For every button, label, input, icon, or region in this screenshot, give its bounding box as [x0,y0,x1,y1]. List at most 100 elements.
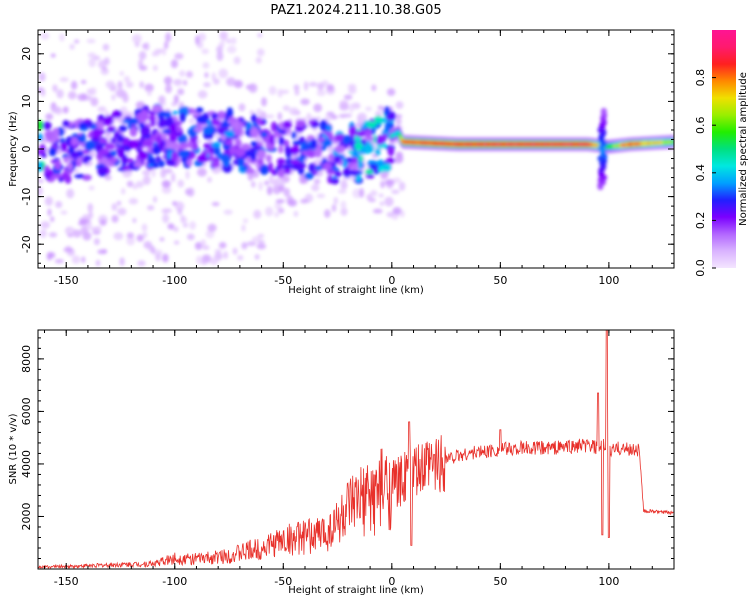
y-tick-label: -10 [20,188,33,206]
heat-cell [300,198,309,204]
heat-cell [69,43,75,50]
heat-cell [104,115,114,126]
heat-cell [376,159,385,167]
heat-cell [363,143,375,154]
heat-cell [266,185,273,196]
heat-cell [196,114,207,124]
heat-cell [256,108,263,117]
heat-cell [339,103,350,111]
colorbar-tick-label: 0.2 [694,212,707,230]
heat-cell [377,105,384,110]
heat-cell [170,172,176,183]
y-tick-label: -20 [20,235,33,253]
heat-cell [600,107,607,114]
x-tick-label: -100 [162,274,187,287]
heat-cell [383,106,391,116]
heat-cell [282,105,290,112]
heat-cell [226,45,237,54]
heat-cell [142,231,148,239]
heat-cell [331,204,337,212]
spectrogram-heat-layer [38,30,674,267]
heat-cell [278,145,284,154]
heat-cell [351,102,361,110]
heat-cell [96,143,104,151]
heat-cell [295,120,307,128]
heat-cell [102,43,110,51]
heat-cell [79,218,89,225]
heat-cell [59,33,65,42]
heat-cell [226,38,232,44]
colorbar-tick-label: 0.4 [694,164,707,182]
heat-cell [281,164,292,170]
heat-cell [274,211,280,218]
heat-cell [392,207,402,215]
heat-cell [74,173,85,179]
spectrogram-x-label: Height of straight line (km) [288,285,424,296]
heat-cell [277,168,285,178]
heat-cell [197,32,207,42]
heat-cell [45,113,54,121]
heat-cell [78,122,88,129]
heat-cell [186,70,193,78]
heat-cell [126,180,134,188]
heat-cell [165,32,172,43]
heat-cell [188,118,196,124]
heat-cell [161,186,172,194]
heat-cell [113,232,124,241]
heat-cell [51,106,62,113]
heat-cell [277,207,285,214]
heat-cell [210,142,221,148]
heat-cell [391,189,400,195]
heat-cell [88,57,97,68]
heat-cell [161,129,173,134]
heat-cell [185,170,190,180]
heat-cell [183,216,188,224]
heat-cell [121,154,129,165]
y-tick-label: 10 [20,94,33,108]
heat-cell [116,134,125,143]
heat-cell [374,148,381,156]
heat-cell [370,190,378,197]
heat-cell [256,243,267,250]
heat-cell [387,146,395,157]
heat-cell [142,170,151,176]
heat-cell [348,86,357,94]
heat-cell [384,196,394,207]
heat-cell [323,162,332,171]
heat-cell [158,110,169,117]
heat-cell [277,112,283,121]
heat-cell [52,86,58,93]
x-tick-label: 100 [598,274,619,287]
heat-cell [317,82,325,91]
colorbar-tick-label: 0.8 [694,69,707,87]
heat-cell [308,163,316,173]
heat-cell [299,155,307,160]
heat-cell [162,253,169,263]
y-tick-label: 8000 [20,345,33,373]
snr-y-label: SNR (10 * v/v) [8,413,19,484]
heat-cell [671,139,674,144]
heat-cell [340,200,347,209]
heat-cell [170,59,179,69]
heat-cell [253,209,262,219]
heat-cell [38,178,44,184]
heat-cell [87,52,96,58]
heat-cell [186,233,195,241]
heat-cell [265,142,272,149]
heat-cell [366,193,373,201]
heat-cell [282,120,292,130]
heat-cell [158,95,166,105]
heat-cell [343,167,351,177]
x-tick-label: -150 [54,575,79,588]
heat-cell [349,103,354,114]
heat-cell [67,233,73,238]
heat-cell [178,142,189,150]
heat-cell [290,163,301,171]
heat-cell [348,126,357,137]
heat-cell [365,168,374,175]
heat-cell [220,122,231,128]
heat-cell [59,137,66,144]
heat-cell [380,180,386,189]
heat-cell [98,138,109,144]
heat-cell [255,56,262,64]
